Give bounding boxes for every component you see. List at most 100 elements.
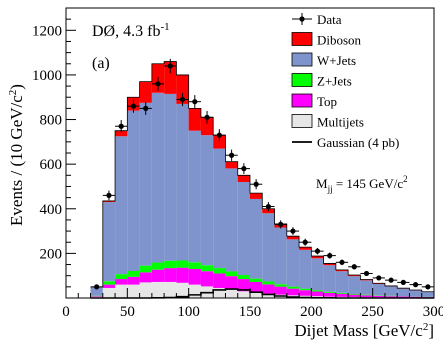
bar-z-jets [348,293,361,295]
bar-multijets [250,292,263,298]
legend-item-multijets: Multijets [291,114,364,130]
data-point [421,284,434,290]
bar-top [397,296,410,298]
bar-z-jets [200,265,214,272]
legend-swatch [291,114,313,128]
data-point [200,110,214,124]
bar-w-jets [299,249,312,289]
x-tick-label: 200 [300,304,323,320]
bar-top [188,269,201,285]
bar-top [335,293,349,297]
bar-z-jets [262,281,275,285]
bar-top [102,284,116,288]
bar-w-jets [139,102,152,266]
y-tick-label: 600 [40,157,63,173]
bar-top [225,276,238,290]
legend-label: Z+Jets [317,74,352,89]
legend-item-w-jets: W+Jets [291,52,356,68]
bar-multijets [102,287,116,298]
bar-w-jets [115,136,128,275]
bar-z-jets [102,281,116,285]
bar-top [250,281,263,293]
legend-item-top: Top [291,93,337,109]
bar-z-jets [250,278,263,282]
bar-w-jets [274,227,287,285]
legend-swatch [291,73,313,87]
bar-diboson [139,81,152,103]
bar-top [115,279,128,285]
bar-w-jets [250,198,263,279]
bar-w-jets [360,280,373,295]
bar-top [360,295,373,298]
panel-label: (a) [92,55,110,72]
data-point [176,92,189,107]
bar-top [286,288,300,296]
legend-swatch [291,32,313,46]
data-point [384,277,398,283]
bar-w-jets [176,103,189,261]
y-tick-label: 400 [40,202,63,218]
bar-top [262,284,275,294]
bar-multijets [127,284,140,298]
bar-top [176,267,189,283]
bar-w-jets [213,148,226,269]
bar-z-jets [213,268,226,274]
bar-multijets [151,281,165,298]
bar-top [311,291,324,297]
bar-w-jets [164,93,177,261]
bar-diboson [360,279,373,281]
data-point [348,264,361,270]
bar-top [274,286,287,295]
bar-diboson [335,269,349,272]
bar-top [299,290,312,296]
bar-z-jets [115,274,128,280]
bar-w-jets [237,182,250,276]
y-tick-label: 1200 [32,23,62,39]
bar-diboson [250,193,263,199]
bar-multijets [139,282,152,298]
data-point [115,120,128,133]
data-point [299,238,312,246]
y-tick-label: 200 [40,246,63,262]
bar-top [323,292,336,297]
x-tick-label: 150 [239,304,262,320]
bar-diboson [237,175,250,182]
data-point [151,76,165,91]
bar-diboson [323,263,336,266]
data-point [188,95,201,109]
bar-w-jets [372,283,385,296]
bar-w-jets [127,110,140,272]
bar-w-jets [188,130,201,263]
bar-diboson [176,74,189,104]
axes: 0 50 100 150 200 250 300 200 400 600 800 1000 1200 [32,7,443,320]
bar-multijets [164,281,177,298]
bar-multijets [115,284,128,298]
data-points [90,58,434,290]
bar-multijets [176,282,189,298]
bar-w-jets [151,92,165,263]
bar-multijets [225,289,238,298]
legend: Data Diboson W+Jets Z+Jets Top Multijets Gauss… [291,12,399,150]
bar-z-jets [311,290,324,292]
data-point [274,220,287,229]
bar-w-jets [200,135,214,266]
bar-w-jets [335,271,349,293]
bar-top [200,271,214,287]
x-tick-label: 0 [62,304,70,320]
legend-item-gaussian-4-pb: Gaussian (4 pb) [292,135,399,150]
bar-w-jets [225,168,238,272]
bar-top [139,272,152,283]
bar-top [384,296,398,298]
data-point [127,99,140,113]
bar-top [151,269,165,282]
data-point [286,227,300,235]
bar-z-jets [127,271,140,277]
bar-diboson [286,236,300,240]
bar-diboson [311,256,324,259]
legend-point-marker [299,16,305,22]
y-tick-label: 800 [40,113,63,129]
y-tick-label: 1000 [32,68,62,84]
bar-z-jets [274,284,287,287]
bar-w-jets [323,265,336,292]
